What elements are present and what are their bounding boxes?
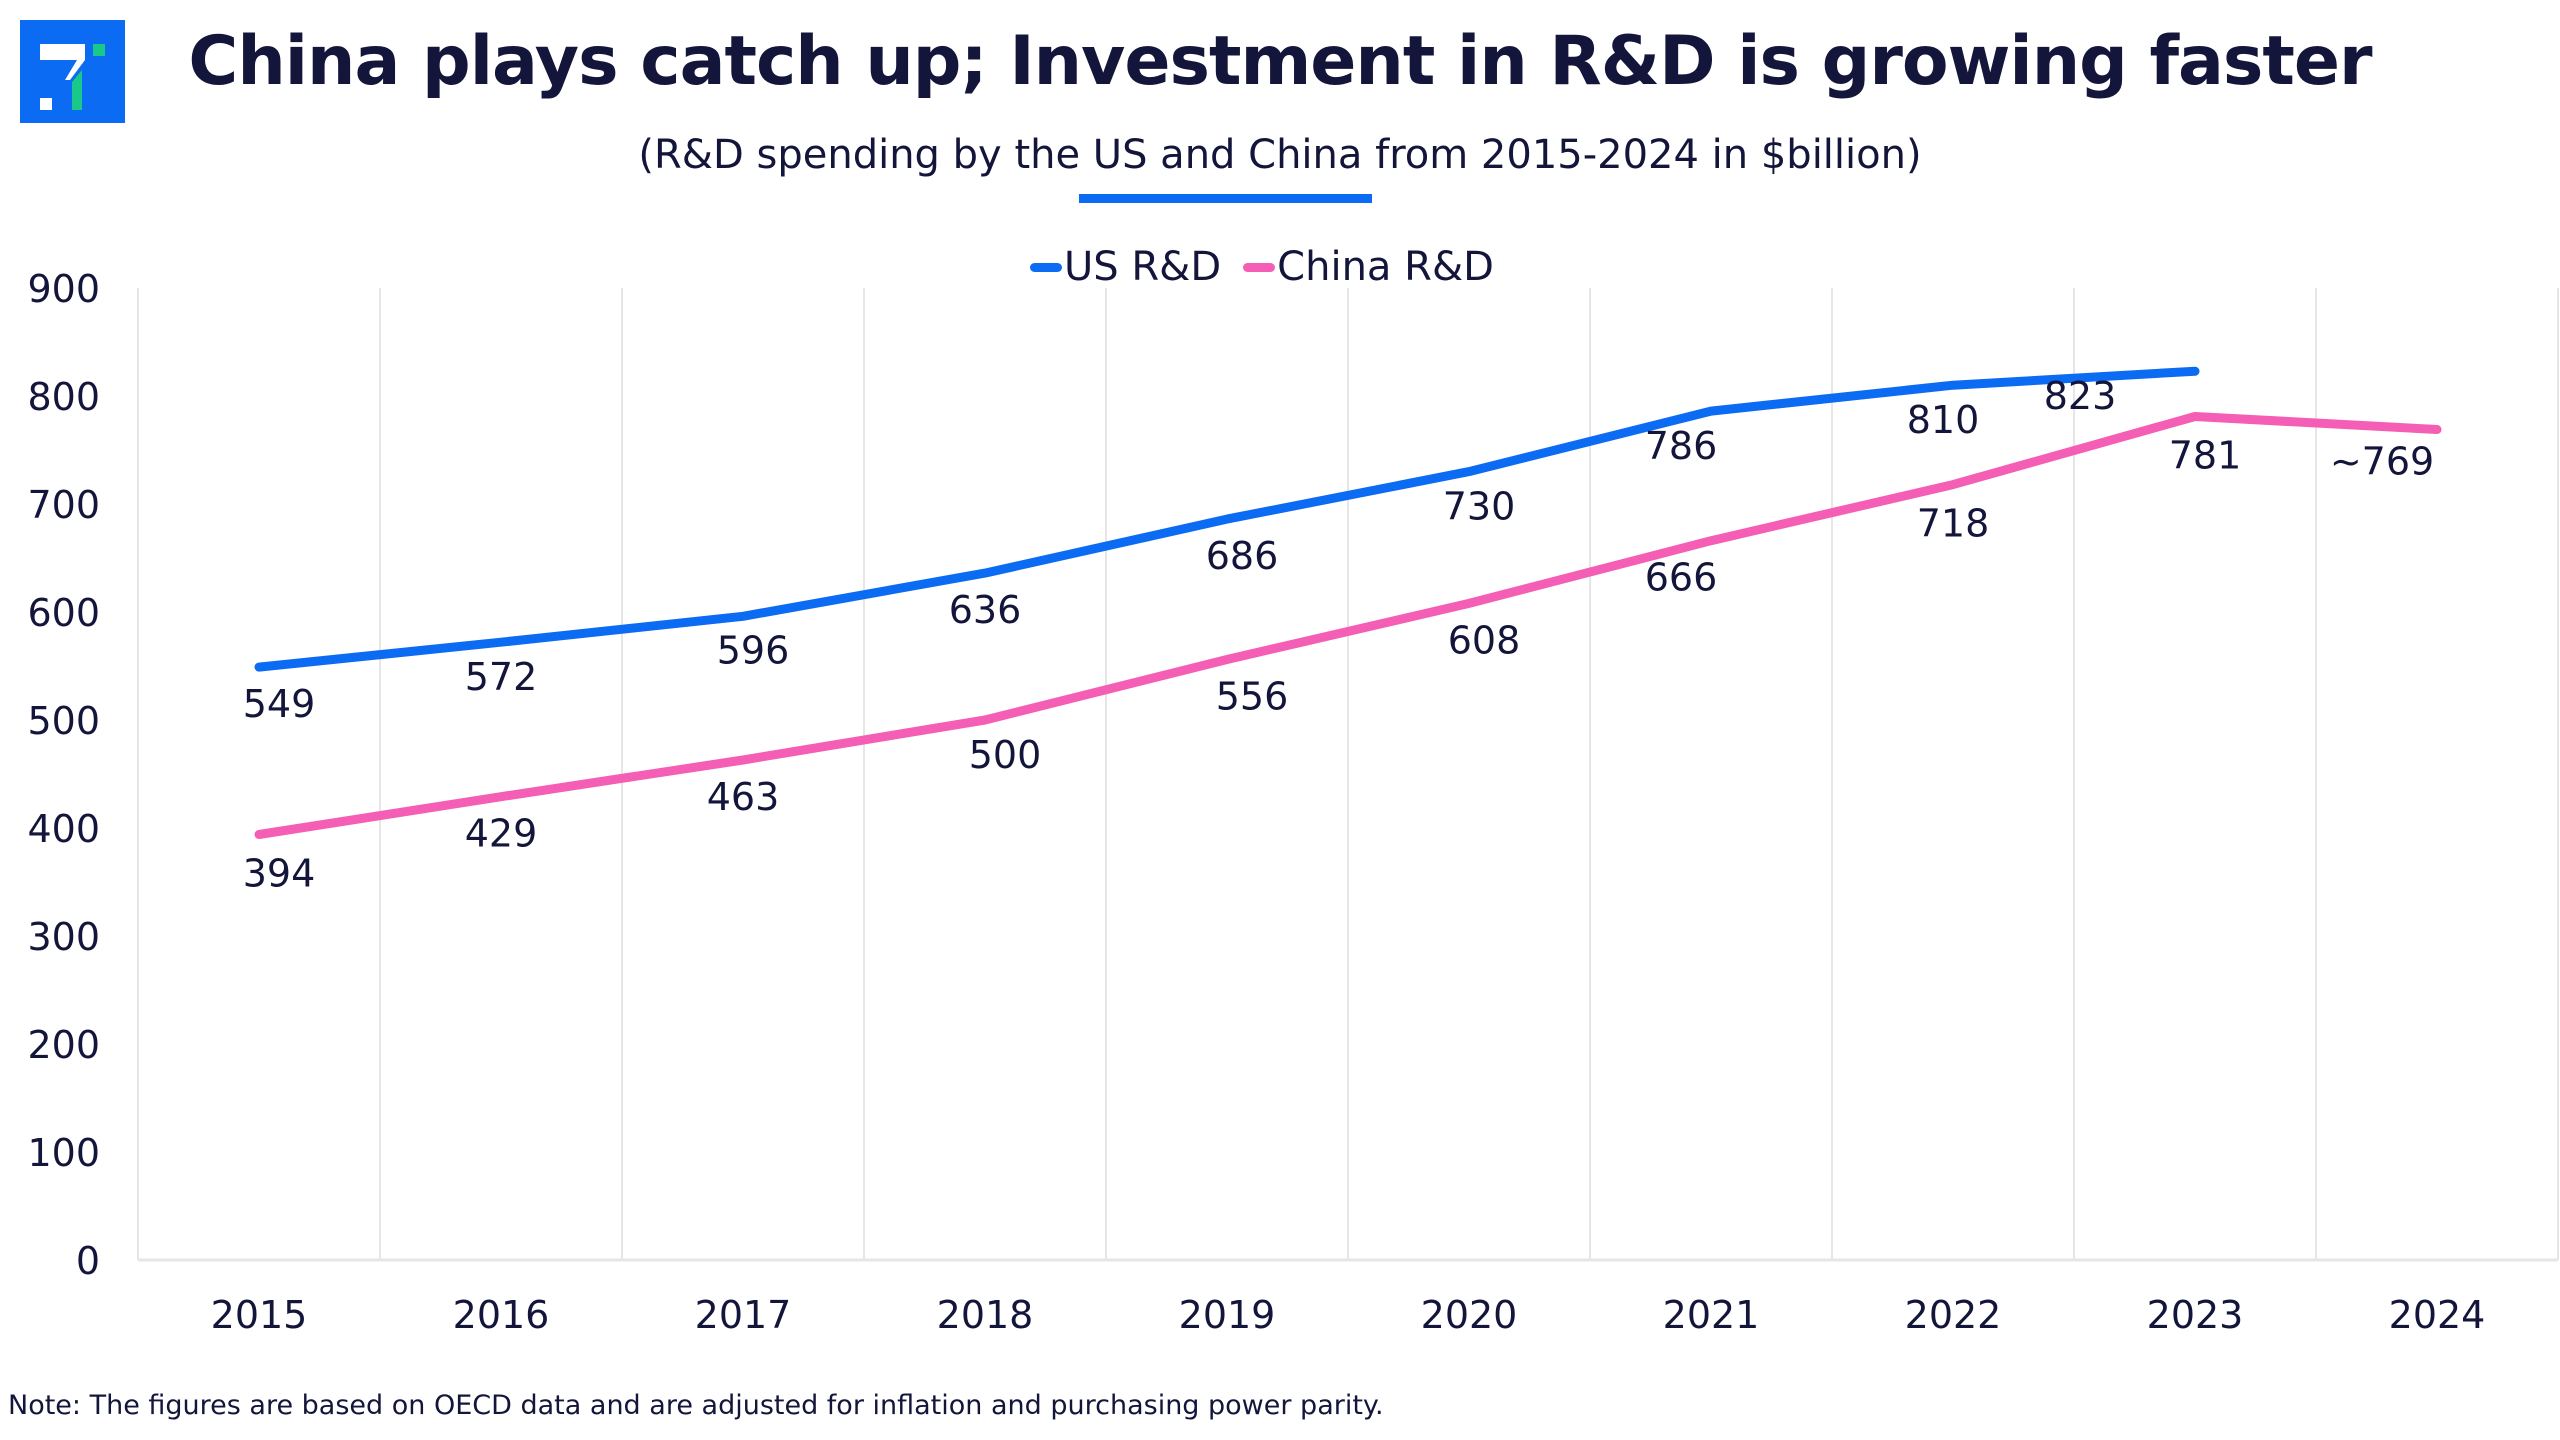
y-tick-label: 500	[27, 699, 100, 743]
x-tick-label: 2023	[2147, 1293, 2244, 1337]
data-label: 786	[1645, 424, 1718, 468]
x-tick-label: 2017	[695, 1293, 792, 1337]
data-label: 500	[969, 733, 1042, 777]
y-tick-label: 100	[27, 1131, 100, 1175]
data-label: 429	[465, 812, 538, 856]
y-tick-label: 0	[76, 1239, 100, 1283]
data-label: 730	[1443, 485, 1516, 529]
y-tick-label: 400	[27, 807, 100, 851]
data-label: 666	[1645, 556, 1718, 600]
data-label: 636	[949, 588, 1022, 632]
chart-subtitle: (R&D spending by the US and China from 2…	[638, 132, 1922, 178]
brand-logo-glyph	[40, 44, 105, 110]
legend-label-us: US R&D	[1064, 244, 1222, 290]
chart-title: China plays catch up; Investment in R&D …	[188, 22, 2372, 101]
x-tick-label: 2018	[937, 1293, 1034, 1337]
x-tick-label: 2015	[211, 1293, 308, 1337]
title-underline	[1079, 194, 1372, 203]
legend: US R&D China R&D	[1030, 244, 1494, 290]
y-tick-label: 900	[27, 267, 100, 311]
x-tick-label: 2022	[1905, 1293, 2002, 1337]
data-label: 608	[1448, 618, 1521, 662]
y-tick-label: 800	[27, 375, 100, 419]
data-label: 556	[1216, 675, 1289, 719]
x-tick-label: 2024	[2389, 1293, 2486, 1337]
x-tick-label: 2020	[1421, 1293, 1518, 1337]
data-label: 463	[707, 775, 780, 819]
x-tick-label: 2016	[453, 1293, 550, 1337]
data-label: 572	[465, 655, 538, 699]
legend-label-china: China R&D	[1277, 244, 1494, 290]
legend-swatch-us	[1030, 262, 1062, 272]
data-label: 596	[717, 628, 790, 672]
legend-item-us[interactable]: US R&D	[1030, 244, 1221, 290]
data-label: 549	[243, 682, 316, 726]
y-tick-label: 200	[27, 1023, 100, 1067]
data-label: 394	[243, 851, 316, 895]
data-label: ~769	[2330, 439, 2434, 483]
series-line-china	[254, 412, 2442, 839]
x-tick-label: 2021	[1663, 1293, 1760, 1337]
legend-item-china[interactable]: China R&D	[1243, 244, 1494, 290]
y-tick-label: 300	[27, 915, 100, 959]
data-label: 718	[1917, 502, 1990, 546]
footnote: Note: The figures are based on OECD data…	[8, 1390, 1384, 1421]
legend-swatch-china	[1243, 262, 1276, 272]
data-label: 823	[2044, 374, 2117, 418]
brand-logo-icon	[20, 20, 125, 123]
data-label: 781	[2169, 434, 2242, 478]
x-tick-label: 2019	[1179, 1293, 1276, 1337]
data-label: 810	[1907, 398, 1980, 442]
y-tick-label: 700	[27, 483, 100, 527]
y-tick-label: 600	[27, 591, 100, 635]
data-label: 686	[1206, 534, 1279, 578]
